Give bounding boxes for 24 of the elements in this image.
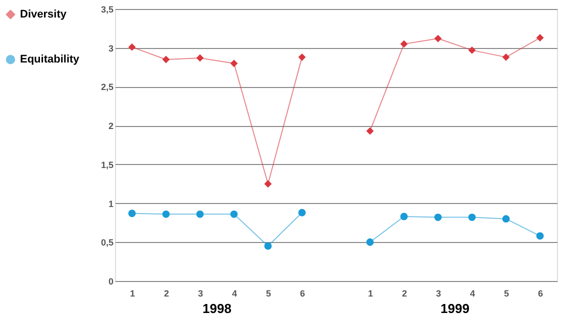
- legend-label: Equitability: [20, 54, 80, 66]
- y-tick-label: 2,5: [100, 82, 114, 92]
- y-tick-label: 3,5: [100, 4, 114, 14]
- x-tick-label: 5: [266, 288, 272, 298]
- legend-label: Diversity: [20, 8, 68, 20]
- x-tick-label: 1: [130, 288, 136, 298]
- x-tick-label: 4: [232, 288, 238, 298]
- y-tick-label: 3: [108, 43, 114, 54]
- x-tick-label: 1: [368, 288, 374, 298]
- y-tick-label: 0,5: [100, 238, 114, 248]
- x-tick-label: 3: [198, 288, 204, 298]
- text: 1999: [440, 301, 470, 316]
- x-tick-label: 2: [164, 288, 170, 298]
- text: 1998: [202, 301, 232, 316]
- x-tick-label: 6: [300, 288, 306, 298]
- x-tick-label: 2: [402, 288, 408, 298]
- x-tick-label: 6: [538, 288, 544, 298]
- y-tick-label: 2: [108, 121, 114, 132]
- y-tick-label: 0: [108, 276, 114, 286]
- x-tick-label: 3: [436, 288, 442, 298]
- x-tick-label: 4: [470, 288, 476, 298]
- y-tick-label: 1: [108, 198, 114, 209]
- x-tick-label: 5: [504, 288, 510, 298]
- y-tick-label: 1,5: [100, 160, 114, 170]
